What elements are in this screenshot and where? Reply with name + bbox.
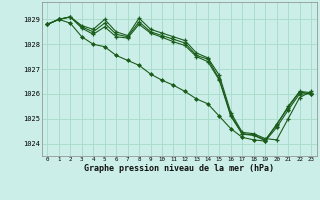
X-axis label: Graphe pression niveau de la mer (hPa): Graphe pression niveau de la mer (hPa) bbox=[84, 164, 274, 173]
